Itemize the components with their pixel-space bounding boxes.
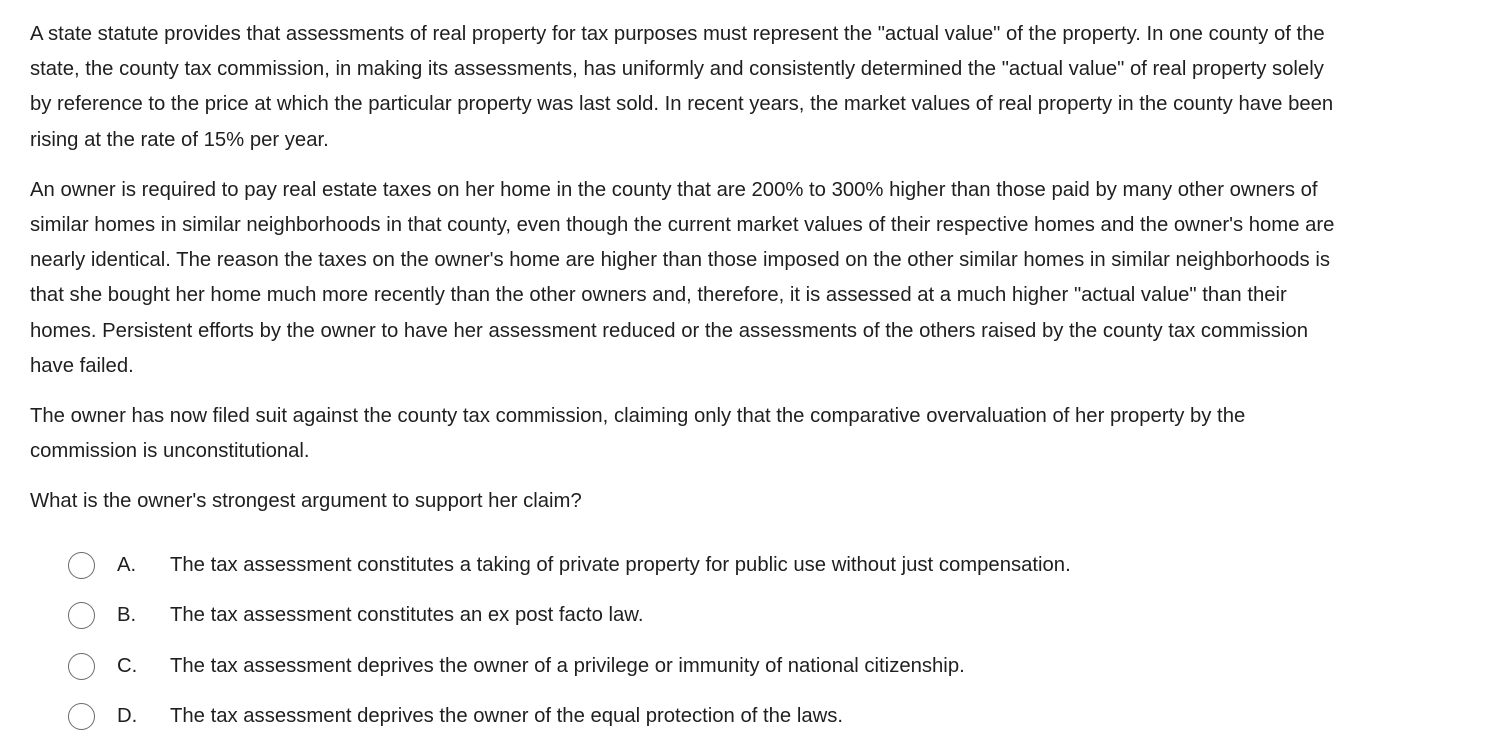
choice-letter: D.	[117, 704, 138, 727]
question-paragraph: The owner has now filed suit against the…	[30, 405, 1246, 463]
radio-button-c[interactable]	[68, 652, 95, 680]
radio-button-d[interactable]	[68, 702, 95, 730]
choice-letter: C.	[117, 654, 138, 677]
choice-text[interactable]: The tax assessment constitutes a taking …	[170, 554, 1071, 576]
question-paragraph: An owner is required to pay real estate …	[30, 178, 1335, 377]
choice-letter: B.	[117, 604, 137, 627]
question-prompt: What is the owner's strongest argument t…	[30, 490, 582, 513]
answer-choice-b[interactable]: B. The tax assessment constitutes an ex …	[68, 598, 1468, 648]
choice-text[interactable]: The tax assessment deprives the owner of…	[170, 654, 965, 677]
answer-choice-a[interactable]: A. The tax assessment constitutes a taki…	[68, 548, 1468, 598]
choice-letter: A.	[117, 554, 137, 576]
choice-text[interactable]: The tax assessment constitutes an ex pos…	[170, 604, 644, 627]
radio-button-a[interactable]	[68, 552, 95, 579]
radio-button-b[interactable]	[68, 602, 95, 630]
question-stem: A state statute provides that assessment…	[30, 17, 1480, 520]
answer-choices: A. The tax assessment constitutes a taki…	[68, 548, 1468, 749]
answer-choice-d[interactable]: D. The tax assessment deprives the owner…	[68, 699, 1468, 749]
question-paragraph: A state statute provides that assessment…	[30, 23, 1334, 151]
choice-text[interactable]: The tax assessment deprives the owner of…	[170, 704, 844, 727]
answer-choice-c[interactable]: C. The tax assessment deprives the owner…	[68, 649, 1468, 699]
